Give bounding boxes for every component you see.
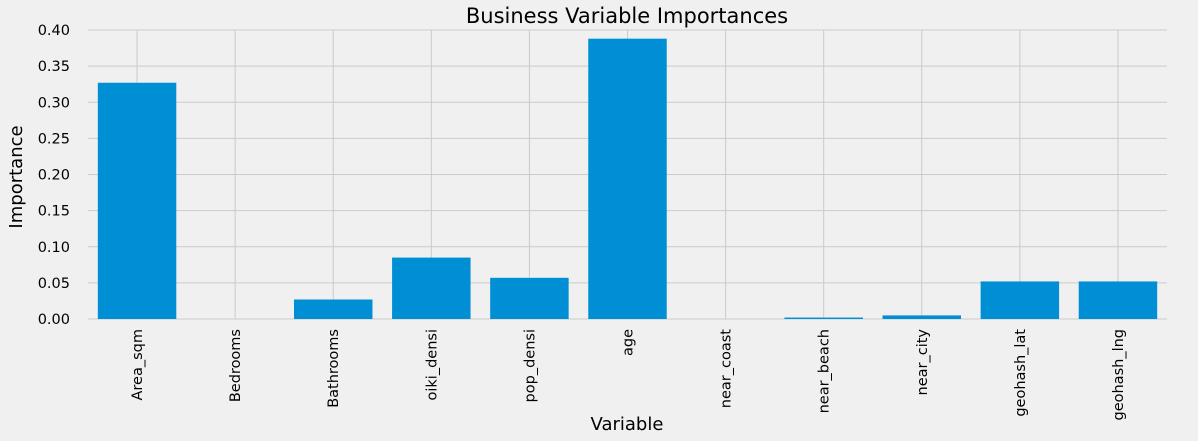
x-tick-label: age <box>621 329 637 356</box>
y-tick-label: 0.15 <box>38 204 70 220</box>
x-axis-label: Variable <box>591 414 664 435</box>
bar-area-sqm <box>97 82 177 320</box>
bar-oiki-densi <box>392 257 471 319</box>
x-tick-label: Bedrooms <box>228 329 244 402</box>
x-tick-label: near_beach <box>817 329 833 413</box>
y-tick-label: 0.40 <box>38 23 70 39</box>
y-tick-label: 0.35 <box>38 59 70 75</box>
x-tick-label: near_coast <box>719 329 735 408</box>
x-tick-label: pop_densi <box>522 329 538 402</box>
x-tick-label: Bathrooms <box>326 329 342 408</box>
y-axis-label: Importance <box>6 125 27 228</box>
x-tick-label: geohash_lat <box>1013 329 1029 417</box>
bar-geohash-lng <box>1078 281 1158 319</box>
bar-age <box>588 38 667 320</box>
bar-bathrooms <box>293 299 373 319</box>
x-tick-labels: Area_sqm Bedrooms Bathrooms oiki_densi pop_d… <box>130 329 1127 421</box>
x-tick-label: Area_sqm <box>130 329 146 401</box>
y-tick-label: 0.00 <box>38 312 70 328</box>
bar-near-city <box>882 315 962 319</box>
y-tick-label: 0.20 <box>38 168 70 184</box>
bar-geohash-lat <box>980 281 1060 319</box>
y-tick-label: 0.10 <box>38 240 70 256</box>
y-tick-label: 0.25 <box>38 131 70 147</box>
y-tick-label: 0.30 <box>38 95 70 111</box>
bar-pop-densi <box>490 277 569 319</box>
chart-title: Business Variable Importances <box>466 4 788 28</box>
y-tick-label: 0.05 <box>38 276 70 292</box>
y-tick-labels: 0.00 0.05 0.10 0.15 0.20 0.25 0.30 0.35 0.40 <box>38 23 70 328</box>
x-tick-label: near_city <box>915 329 931 396</box>
bar-near-beach <box>784 317 863 319</box>
x-tick-label: oiki_densi <box>424 329 440 400</box>
bars <box>97 38 1158 320</box>
x-tick-label: geohash_lng <box>1111 329 1127 421</box>
